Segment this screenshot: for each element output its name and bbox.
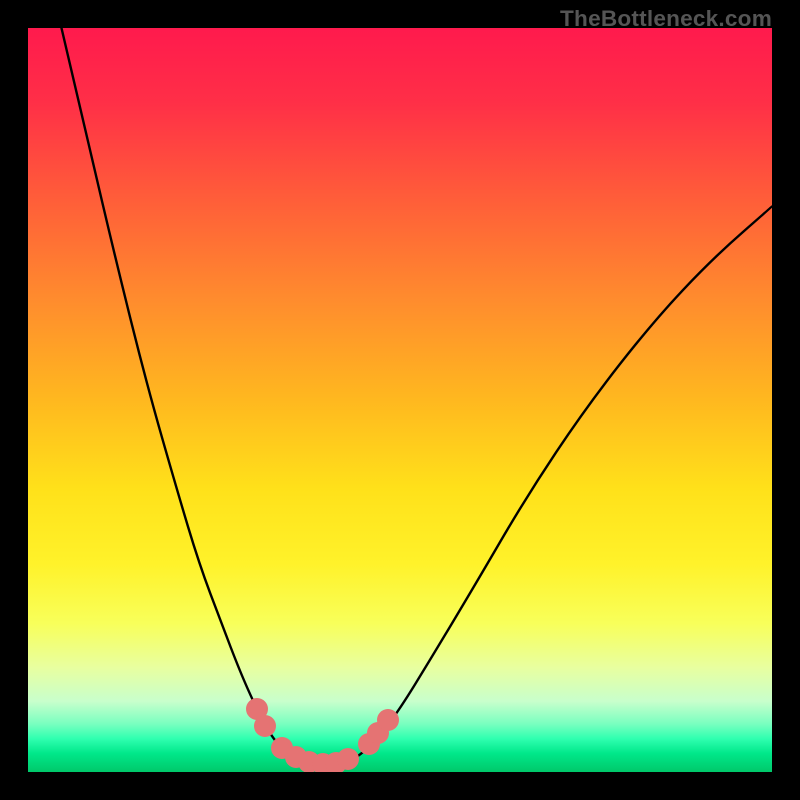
- curve-svg: [28, 28, 772, 772]
- watermark-text: TheBottleneck.com: [560, 6, 772, 32]
- curve-marker: [337, 748, 359, 770]
- curve-marker: [254, 715, 276, 737]
- bottleneck-curve: [61, 28, 772, 764]
- curve-marker: [377, 709, 399, 731]
- chart-frame: [24, 24, 776, 776]
- plot-area: [28, 28, 772, 772]
